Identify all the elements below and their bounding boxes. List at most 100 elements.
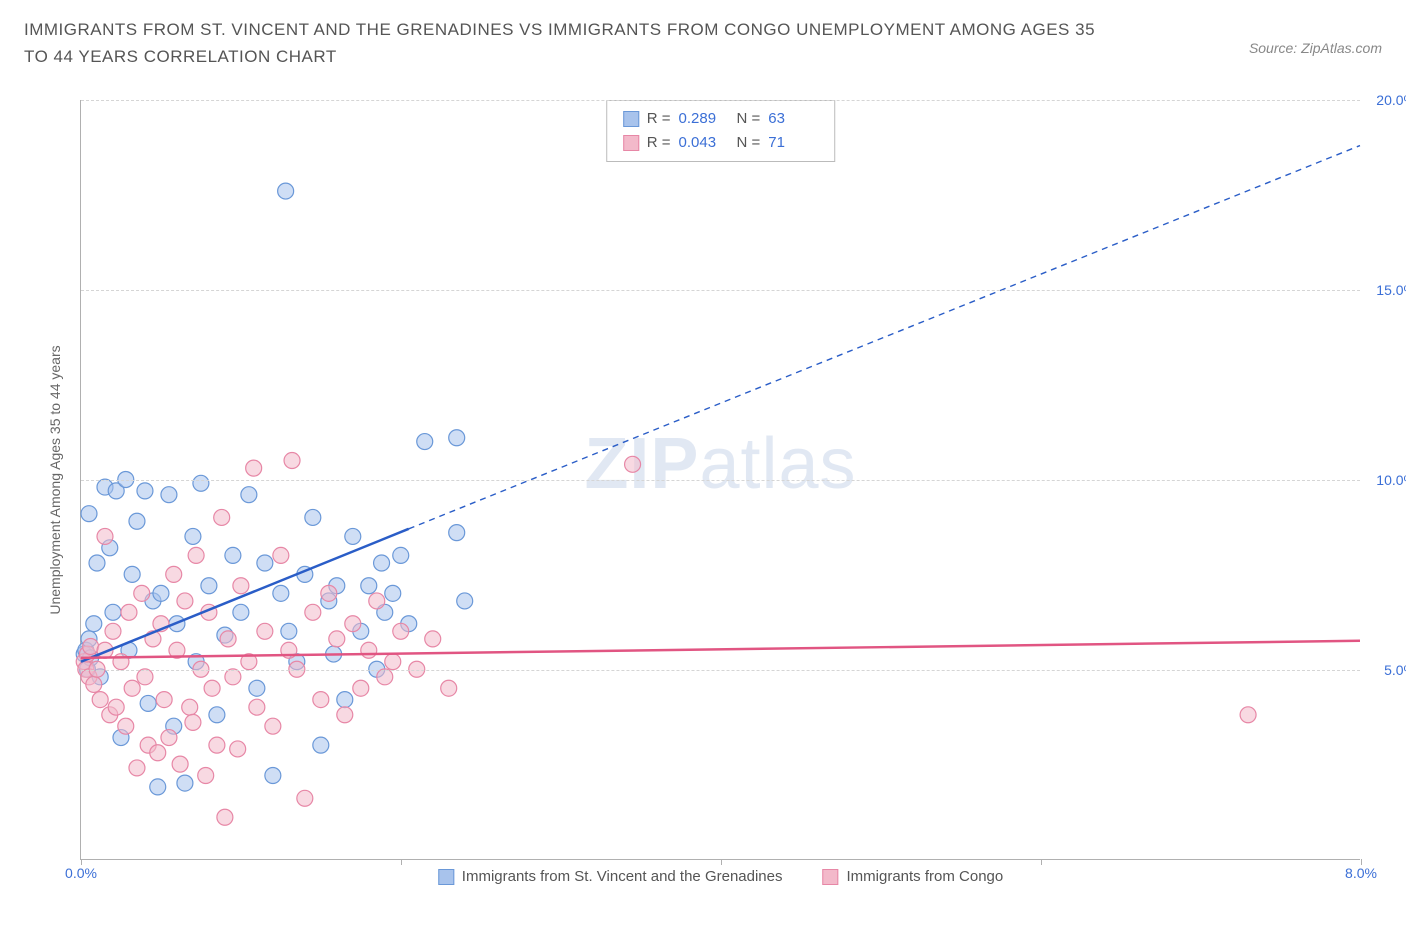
scatter-point: [129, 760, 145, 776]
scatter-point: [305, 509, 321, 525]
gridline: [81, 290, 1360, 291]
bottom-swatch-2: [823, 869, 839, 885]
scatter-point: [377, 669, 393, 685]
scatter-point: [188, 547, 204, 563]
swatch-series-1: [623, 111, 639, 127]
r-value-2: 0.043: [679, 131, 729, 155]
scatter-point: [385, 585, 401, 601]
scatter-point: [153, 585, 169, 601]
scatter-point: [1240, 707, 1256, 723]
scatter-point: [201, 578, 217, 594]
gridline: [81, 670, 1360, 671]
y-tick-label: 20.0%: [1376, 92, 1406, 108]
scatter-point: [273, 547, 289, 563]
scatter-point: [161, 730, 177, 746]
scatter-point: [278, 183, 294, 199]
gridline: [81, 100, 1360, 101]
scatter-point: [281, 623, 297, 639]
trend-line: [81, 641, 1360, 658]
scatter-point: [297, 790, 313, 806]
bottom-label-1: Immigrants from St. Vincent and the Gren…: [462, 868, 783, 885]
bottom-legend-item-2: Immigrants from Congo: [823, 868, 1004, 885]
scatter-point: [92, 692, 108, 708]
gridline: [81, 480, 1360, 481]
scatter-point: [185, 714, 201, 730]
scatter-point: [441, 680, 457, 696]
trend-line-dashed: [409, 146, 1360, 529]
scatter-point: [166, 566, 182, 582]
scatter-point: [124, 566, 140, 582]
scatter-point: [105, 623, 121, 639]
scatter-point: [361, 642, 377, 658]
scatter-point: [89, 555, 105, 571]
scatter-point: [198, 768, 214, 784]
scatter-point: [233, 578, 249, 594]
bottom-swatch-1: [438, 869, 454, 885]
scatter-point: [182, 699, 198, 715]
scatter-point: [353, 680, 369, 696]
scatter-point: [361, 578, 377, 594]
scatter-point: [172, 756, 188, 772]
scatter-point: [230, 741, 246, 757]
scatter-point: [150, 779, 166, 795]
scatter-point: [265, 718, 281, 734]
scatter-point: [161, 487, 177, 503]
plot-area: Unemployment Among Ages 35 to 44 years Z…: [80, 100, 1360, 860]
scatter-point: [374, 555, 390, 571]
scatter-point: [193, 475, 209, 491]
n-label: N =: [737, 107, 761, 131]
scatter-point: [129, 513, 145, 529]
scatter-point: [425, 631, 441, 647]
y-tick-label: 10.0%: [1376, 472, 1406, 488]
scatter-point: [313, 737, 329, 753]
scatter-point: [369, 593, 385, 609]
stats-legend: R = 0.289 N = 63 R = 0.043 N = 71: [606, 100, 836, 162]
chart-title: IMMIGRANTS FROM ST. VINCENT AND THE GREN…: [24, 16, 1124, 70]
scatter-point: [225, 547, 241, 563]
scatter-point: [86, 616, 102, 632]
scatter-point: [140, 695, 156, 711]
x-tick: [721, 859, 722, 865]
scatter-point: [249, 680, 265, 696]
scatter-point: [177, 593, 193, 609]
y-axis-label: Unemployment Among Ages 35 to 44 years: [47, 345, 63, 614]
scatter-point: [220, 631, 236, 647]
scatter-point: [284, 453, 300, 469]
scatter-point: [246, 460, 262, 476]
scatter-point: [417, 434, 433, 450]
chart-source: Source: ZipAtlas.com: [1249, 16, 1382, 56]
bottom-legend-item-1: Immigrants from St. Vincent and the Gren…: [438, 868, 783, 885]
scatter-point: [385, 654, 401, 670]
stats-row-1: R = 0.289 N = 63: [623, 107, 819, 131]
scatter-point: [214, 509, 230, 525]
scatter-point: [81, 506, 97, 522]
scatter-point: [108, 699, 124, 715]
x-tick-label: 8.0%: [1345, 865, 1377, 881]
scatter-point: [313, 692, 329, 708]
n-value-1: 63: [768, 107, 818, 131]
scatter-point: [137, 483, 153, 499]
r-label: R =: [647, 131, 671, 155]
r-value-1: 0.289: [679, 107, 729, 131]
scatter-point: [156, 692, 172, 708]
scatter-point: [105, 604, 121, 620]
scatter-point: [150, 745, 166, 761]
scatter-point: [137, 669, 153, 685]
scatter-point: [177, 775, 193, 791]
scatter-point: [625, 456, 641, 472]
scatter-point: [241, 487, 257, 503]
scatter-point: [225, 669, 241, 685]
scatter-point: [265, 768, 281, 784]
scatter-point: [233, 604, 249, 620]
scatter-point: [209, 737, 225, 753]
scatter-point: [204, 680, 220, 696]
scatter-point: [86, 676, 102, 692]
scatter-point: [217, 809, 233, 825]
x-tick: [401, 859, 402, 865]
scatter-point: [124, 680, 140, 696]
scatter-point: [249, 699, 265, 715]
bottom-label-2: Immigrants from Congo: [847, 868, 1004, 885]
scatter-point: [273, 585, 289, 601]
scatter-point: [97, 528, 113, 544]
scatter-point: [257, 555, 273, 571]
